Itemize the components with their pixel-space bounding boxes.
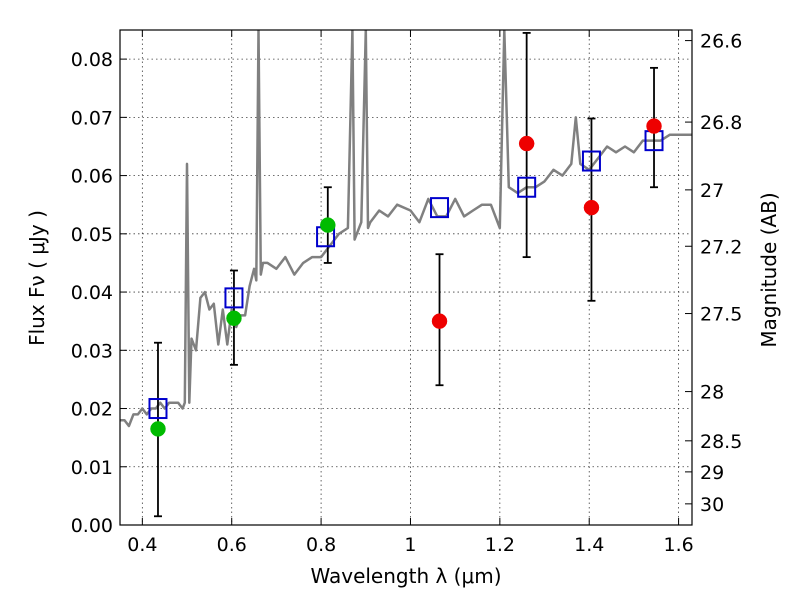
- x-tick-label: 0.6: [217, 534, 247, 556]
- y-tick-label: 0.05: [71, 224, 113, 246]
- photometry-point: [518, 135, 535, 152]
- photometry-point: [320, 217, 336, 233]
- y2-tick-label: 28.5: [700, 431, 742, 453]
- model-square-marker: [430, 197, 450, 219]
- y-tick-label: 0.03: [71, 340, 113, 362]
- y-tick-label: 0.00: [71, 515, 113, 537]
- photometry-point: [226, 310, 242, 327]
- model-square-marker: [517, 176, 537, 198]
- x-tick-label: 0.8: [306, 534, 336, 556]
- y2-tick-label: 27.2: [700, 236, 742, 258]
- photometry-point: [583, 199, 600, 216]
- x-tick-label: 1.4: [574, 534, 604, 556]
- y-tick-label: 0.08: [71, 49, 113, 71]
- y-tick-label: 0.02: [71, 399, 113, 421]
- model-square-marker: [581, 150, 601, 172]
- y2-axis-title: Magnitude (AB): [757, 192, 781, 347]
- photometry-point: [646, 118, 662, 134]
- y2-tick-label: 26.6: [700, 31, 742, 53]
- x-tick-label: 0.4: [127, 534, 157, 556]
- y-axis-title: Flux Fν ( μJy ): [25, 210, 49, 346]
- plot-frame: [119, 29, 693, 526]
- x-tick-label: 1.6: [663, 534, 693, 556]
- y2-tick-label: 28: [700, 382, 724, 404]
- y-tick-label: 0.01: [71, 457, 113, 479]
- y2-tick-label: 27: [700, 180, 724, 202]
- x-tick-label: 1: [404, 534, 416, 556]
- y-tick-label: 0.07: [71, 107, 113, 129]
- y-tick-label: 0.06: [71, 166, 113, 188]
- y2-tick-label: 27.5: [700, 304, 742, 326]
- tick-layer: 0.4 0.6 0.8 1 1.2 1.4 1.6 0.00 0.01 0.02 0.03 0.04 0…: [71, 30, 742, 556]
- y2-tick-label: 29: [700, 462, 724, 484]
- model-square-marker: [148, 398, 168, 420]
- plot-background: [120, 30, 692, 525]
- photometry-point: [150, 421, 166, 437]
- data-layer: [120, 30, 692, 428]
- model-square-marker: [224, 287, 244, 309]
- grid-layer: [120, 30, 692, 525]
- y2-tick-label: 30: [700, 494, 724, 516]
- y2-tick-label: 26.8: [700, 112, 742, 134]
- spectrum-line: [120, 30, 692, 428]
- x-tick-label: 1.2: [485, 534, 515, 556]
- y-tick-label: 0.04: [71, 282, 113, 304]
- x-axis-title: Wavelength λ (μm): [310, 564, 501, 588]
- photometry-point: [431, 313, 448, 329]
- errorbar-layer: [148, 32, 664, 518]
